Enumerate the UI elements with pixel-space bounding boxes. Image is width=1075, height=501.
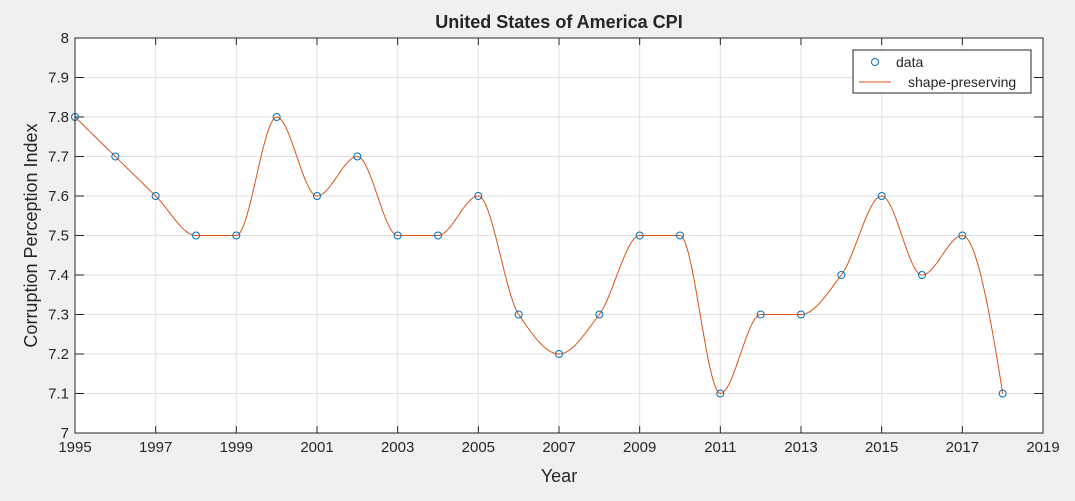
data-point	[676, 231, 684, 240]
x-tick-label: 2013	[784, 439, 817, 456]
y-tick-label: 8	[61, 30, 69, 47]
chart-title: United States of America CPI	[435, 12, 682, 32]
data-point	[272, 113, 281, 121]
data-point	[353, 152, 362, 161]
data-point	[797, 310, 805, 319]
data-point	[958, 231, 967, 240]
y-tick-label: 7.7	[48, 149, 69, 166]
x-tick-label: 2009	[623, 439, 656, 456]
legend-box	[852, 49, 1032, 94]
x-tick-label: 2007	[542, 439, 575, 456]
y-tick-label: 7.9	[48, 70, 69, 87]
data-point	[998, 389, 1007, 398]
x-tick-label: 2011	[704, 439, 736, 456]
data-point	[595, 310, 604, 319]
x-tick-label: 2005	[462, 439, 495, 456]
data-point	[635, 231, 644, 240]
series-data	[71, 113, 1007, 398]
legend-marker-data	[871, 58, 879, 66]
x-tick-label: 2019	[1026, 439, 1059, 456]
x-axis-label: Year	[541, 466, 577, 486]
data-point	[474, 192, 483, 200]
x-tick-label: 2015	[865, 439, 898, 456]
y-tick-label: 7.8	[48, 109, 69, 126]
y-axis-label: Corruption Perception Index	[21, 123, 41, 347]
data-point	[918, 271, 926, 279]
legend-label-data: data	[896, 54, 923, 70]
data-point	[232, 231, 241, 240]
legend-label-shape-preserving: shape-preserving	[908, 74, 1016, 90]
y-tick-label: 7.4	[48, 267, 69, 284]
data-point	[192, 231, 200, 240]
legend: data shape-preserving	[852, 49, 1032, 94]
y-tick-label: 7	[61, 425, 69, 442]
data-point	[434, 231, 442, 240]
data-point	[111, 152, 120, 161]
y-tick-label: 7.5	[48, 228, 69, 245]
x-tick-label: 2001	[300, 439, 333, 456]
series-shape-preserving	[74, 116, 1004, 395]
data-point	[313, 192, 321, 200]
data-point	[837, 271, 846, 279]
data-point	[555, 350, 563, 358]
data-point	[514, 310, 523, 319]
data-point	[756, 310, 765, 319]
y-tick-label: 7.1	[48, 386, 69, 403]
ticks: 1995 1997 1999 2001 2003 2005 2007 2009 2011 2013…	[48, 30, 1060, 456]
x-tick-label: 2017	[946, 439, 979, 456]
y-tick-label: 7.6	[48, 188, 69, 205]
x-tick-label: 1995	[58, 439, 91, 456]
data-point	[151, 192, 160, 200]
x-tick-label: 1997	[139, 439, 172, 456]
x-tick-label: 2003	[381, 439, 414, 456]
plot-frame	[74, 37, 1044, 434]
data-point	[877, 192, 886, 200]
data-point	[393, 231, 402, 240]
x-tick-label: 1999	[220, 439, 253, 456]
y-tick-label: 7.2	[48, 346, 69, 363]
data-point	[716, 389, 725, 398]
y-tick-label: 7.3	[48, 307, 69, 324]
shape-preserving-line	[74, 116, 1004, 395]
